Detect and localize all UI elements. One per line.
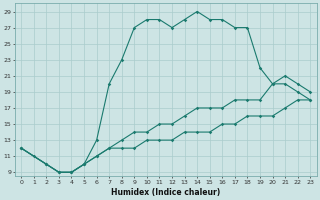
X-axis label: Humidex (Indice chaleur): Humidex (Indice chaleur) <box>111 188 220 197</box>
